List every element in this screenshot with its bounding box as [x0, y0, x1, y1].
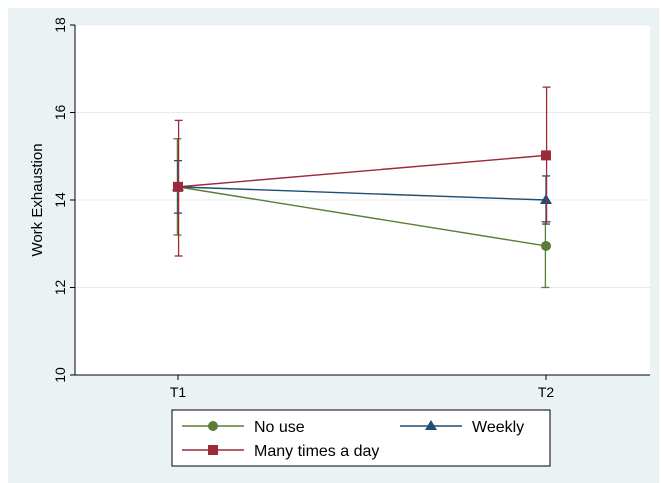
- x-tick-label: T2: [538, 384, 555, 400]
- y-tick-label: 10: [52, 367, 68, 383]
- legend-label: No use: [254, 419, 305, 436]
- series-line: [177, 154, 547, 188]
- y-tick-label: 18: [52, 17, 68, 33]
- series-line: [177, 186, 547, 201]
- legend-box: [171, 409, 551, 467]
- marker-square: [173, 181, 183, 192]
- y-tick-label: 16: [52, 105, 68, 121]
- series: [172, 86, 552, 289]
- legend-label: Many times a day: [254, 443, 379, 460]
- legend: No use Weekly Many times a day: [171, 409, 551, 467]
- marker-circle: [541, 240, 551, 251]
- y-axis-title: Work Exhaustion: [29, 143, 46, 256]
- y-tick-label: 14: [52, 192, 68, 208]
- marker-circle: [208, 421, 218, 431]
- series-many-times-a-day: [173, 86, 551, 257]
- marker-square: [541, 150, 551, 161]
- x-tick-label: T1: [170, 384, 187, 400]
- legend-label: Weekly: [472, 419, 524, 436]
- y-tick-label: 12: [52, 280, 68, 296]
- legend-item: No use: [182, 419, 305, 436]
- y-ticks: 10 12 14 16 18: [52, 17, 75, 383]
- marker-triangle: [425, 420, 437, 430]
- legend-item: Weekly: [400, 419, 524, 436]
- legend-item: Many times a day: [182, 443, 379, 460]
- series-line: [177, 186, 547, 247]
- x-ticks: T1 T2: [170, 375, 555, 400]
- marker-square: [208, 445, 218, 455]
